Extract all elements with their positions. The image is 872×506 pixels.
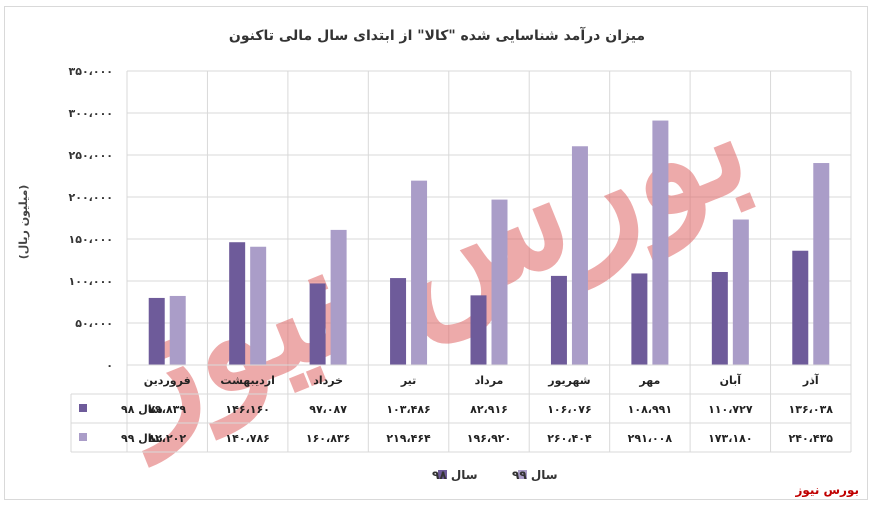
- data-label: ۲۶۰،۴۰۴: [547, 432, 592, 445]
- legend-swatch: [518, 470, 527, 479]
- bar-series-98: [229, 242, 246, 365]
- y-tick-label: ۵۰،۰۰۰: [75, 317, 113, 330]
- bars-layer: [148, 120, 830, 365]
- bar-series-99: [330, 229, 347, 365]
- y-axis: ۰ ۵۰،۰۰۰ ۱۰۰،۰۰۰ ۱۵۰،۰۰۰ ۲۰۰،۰۰۰ ۲۵۰،۰۰۰ ۳۰۰،۰…: [69, 65, 113, 372]
- y-tick-label: ۳۵۰،۰۰۰: [69, 65, 113, 78]
- bar-series-99: [813, 163, 830, 365]
- data-label: ۲۴۰،۴۳۵: [789, 432, 834, 445]
- x-tick-label: مهر: [638, 374, 660, 387]
- y-tick-label: ۲۰۰،۰۰۰: [69, 191, 113, 204]
- data-table: فروردین اردیبهشت خرداد تیر مرداد شهریور مهر آبا…: [70, 364, 851, 453]
- data-label: ۱۰۸،۹۹۱: [628, 403, 672, 416]
- table-series-name: سال ۹۹: [121, 432, 163, 445]
- data-label: ۱۴۰،۷۸۶: [225, 432, 269, 445]
- data-label: ۱۰۶،۰۷۶: [547, 403, 591, 416]
- brand-logo-text: بورس نیوز: [795, 483, 859, 497]
- legend-entry: سال ۹۸: [432, 468, 478, 482]
- x-tick-label: آبان: [720, 373, 742, 387]
- data-label: ۲۱۹،۴۶۴: [386, 432, 431, 445]
- legend-swatch: [438, 470, 447, 479]
- data-label: ۷۹،۸۳۹: [148, 403, 186, 416]
- x-tick-label: اردیبهشت: [220, 374, 274, 387]
- bar-series-99: [169, 295, 186, 365]
- data-label: ۸۲،۲۰۲: [148, 432, 186, 445]
- table-legend-swatch: [79, 404, 87, 412]
- bar-series-98: [792, 250, 809, 365]
- bar-series-98: [390, 278, 407, 365]
- y-tick-label: ۲۵۰،۰۰۰: [69, 149, 113, 162]
- legend-entry: سال ۹۹: [512, 468, 558, 482]
- bar-series-98: [711, 271, 728, 365]
- data-label: ۱۳۶،۰۳۸: [789, 403, 834, 416]
- chart-frame: میزان درآمد شناسایی شده "کالا" از ابتدای…: [4, 6, 868, 500]
- x-tick-label: شهریور: [547, 374, 590, 387]
- y-tick-label: ۱۵۰،۰۰۰: [69, 233, 113, 246]
- bar-series-99: [571, 146, 588, 365]
- bar-series-98: [550, 275, 567, 365]
- chart: میزان درآمد شناسایی شده "کالا" از ابتدای…: [17, 26, 852, 482]
- data-label: ۱۶۰،۸۳۶: [306, 432, 350, 445]
- data-label: ۹۷،۰۸۷: [309, 403, 347, 416]
- bar-series-98: [470, 295, 487, 365]
- legend: سال ۹۹ سال ۹۸: [432, 468, 558, 482]
- data-label: ۱۷۳،۱۸۰: [708, 432, 752, 445]
- bar-series-99: [250, 246, 267, 365]
- x-tick-label: تیر: [400, 374, 416, 387]
- data-label: ۱۰۳،۴۸۶: [386, 403, 430, 416]
- bar-series-99: [411, 180, 428, 365]
- y-tick-label: ۰: [106, 359, 113, 372]
- bar-series-98: [631, 273, 648, 365]
- table-series-name: سال ۹۸: [121, 403, 163, 416]
- data-label: ۸۲،۹۱۶: [470, 403, 508, 416]
- chart-title: میزان درآمد شناسایی شده "کالا" از ابتدای…: [229, 26, 645, 44]
- data-label: ۲۹۱،۰۰۸: [628, 432, 673, 445]
- x-tick-label: آذر: [802, 373, 819, 387]
- x-tick-label: مرداد: [475, 374, 504, 387]
- y-axis-label: (میلیون ریال): [17, 185, 30, 260]
- y-tick-label: ۳۰۰،۰۰۰: [69, 107, 113, 120]
- bar-series-99: [491, 199, 508, 365]
- bar-series-98: [309, 283, 326, 365]
- bar-series-99: [732, 219, 749, 365]
- table-legend-swatch: [79, 433, 87, 441]
- bar-series-98: [148, 297, 165, 365]
- data-label: ۱۹۶،۹۲۰: [467, 432, 511, 445]
- grid-layer: [126, 70, 852, 452]
- x-tick-label: خرداد: [313, 374, 343, 387]
- bar-series-99: [652, 120, 669, 365]
- x-tick-label: فروردین: [144, 374, 191, 387]
- y-tick-label: ۱۰۰،۰۰۰: [69, 275, 113, 288]
- data-label: ۱۱۰،۷۲۷: [708, 403, 753, 416]
- data-label: ۱۴۶،۱۶۰: [225, 403, 269, 416]
